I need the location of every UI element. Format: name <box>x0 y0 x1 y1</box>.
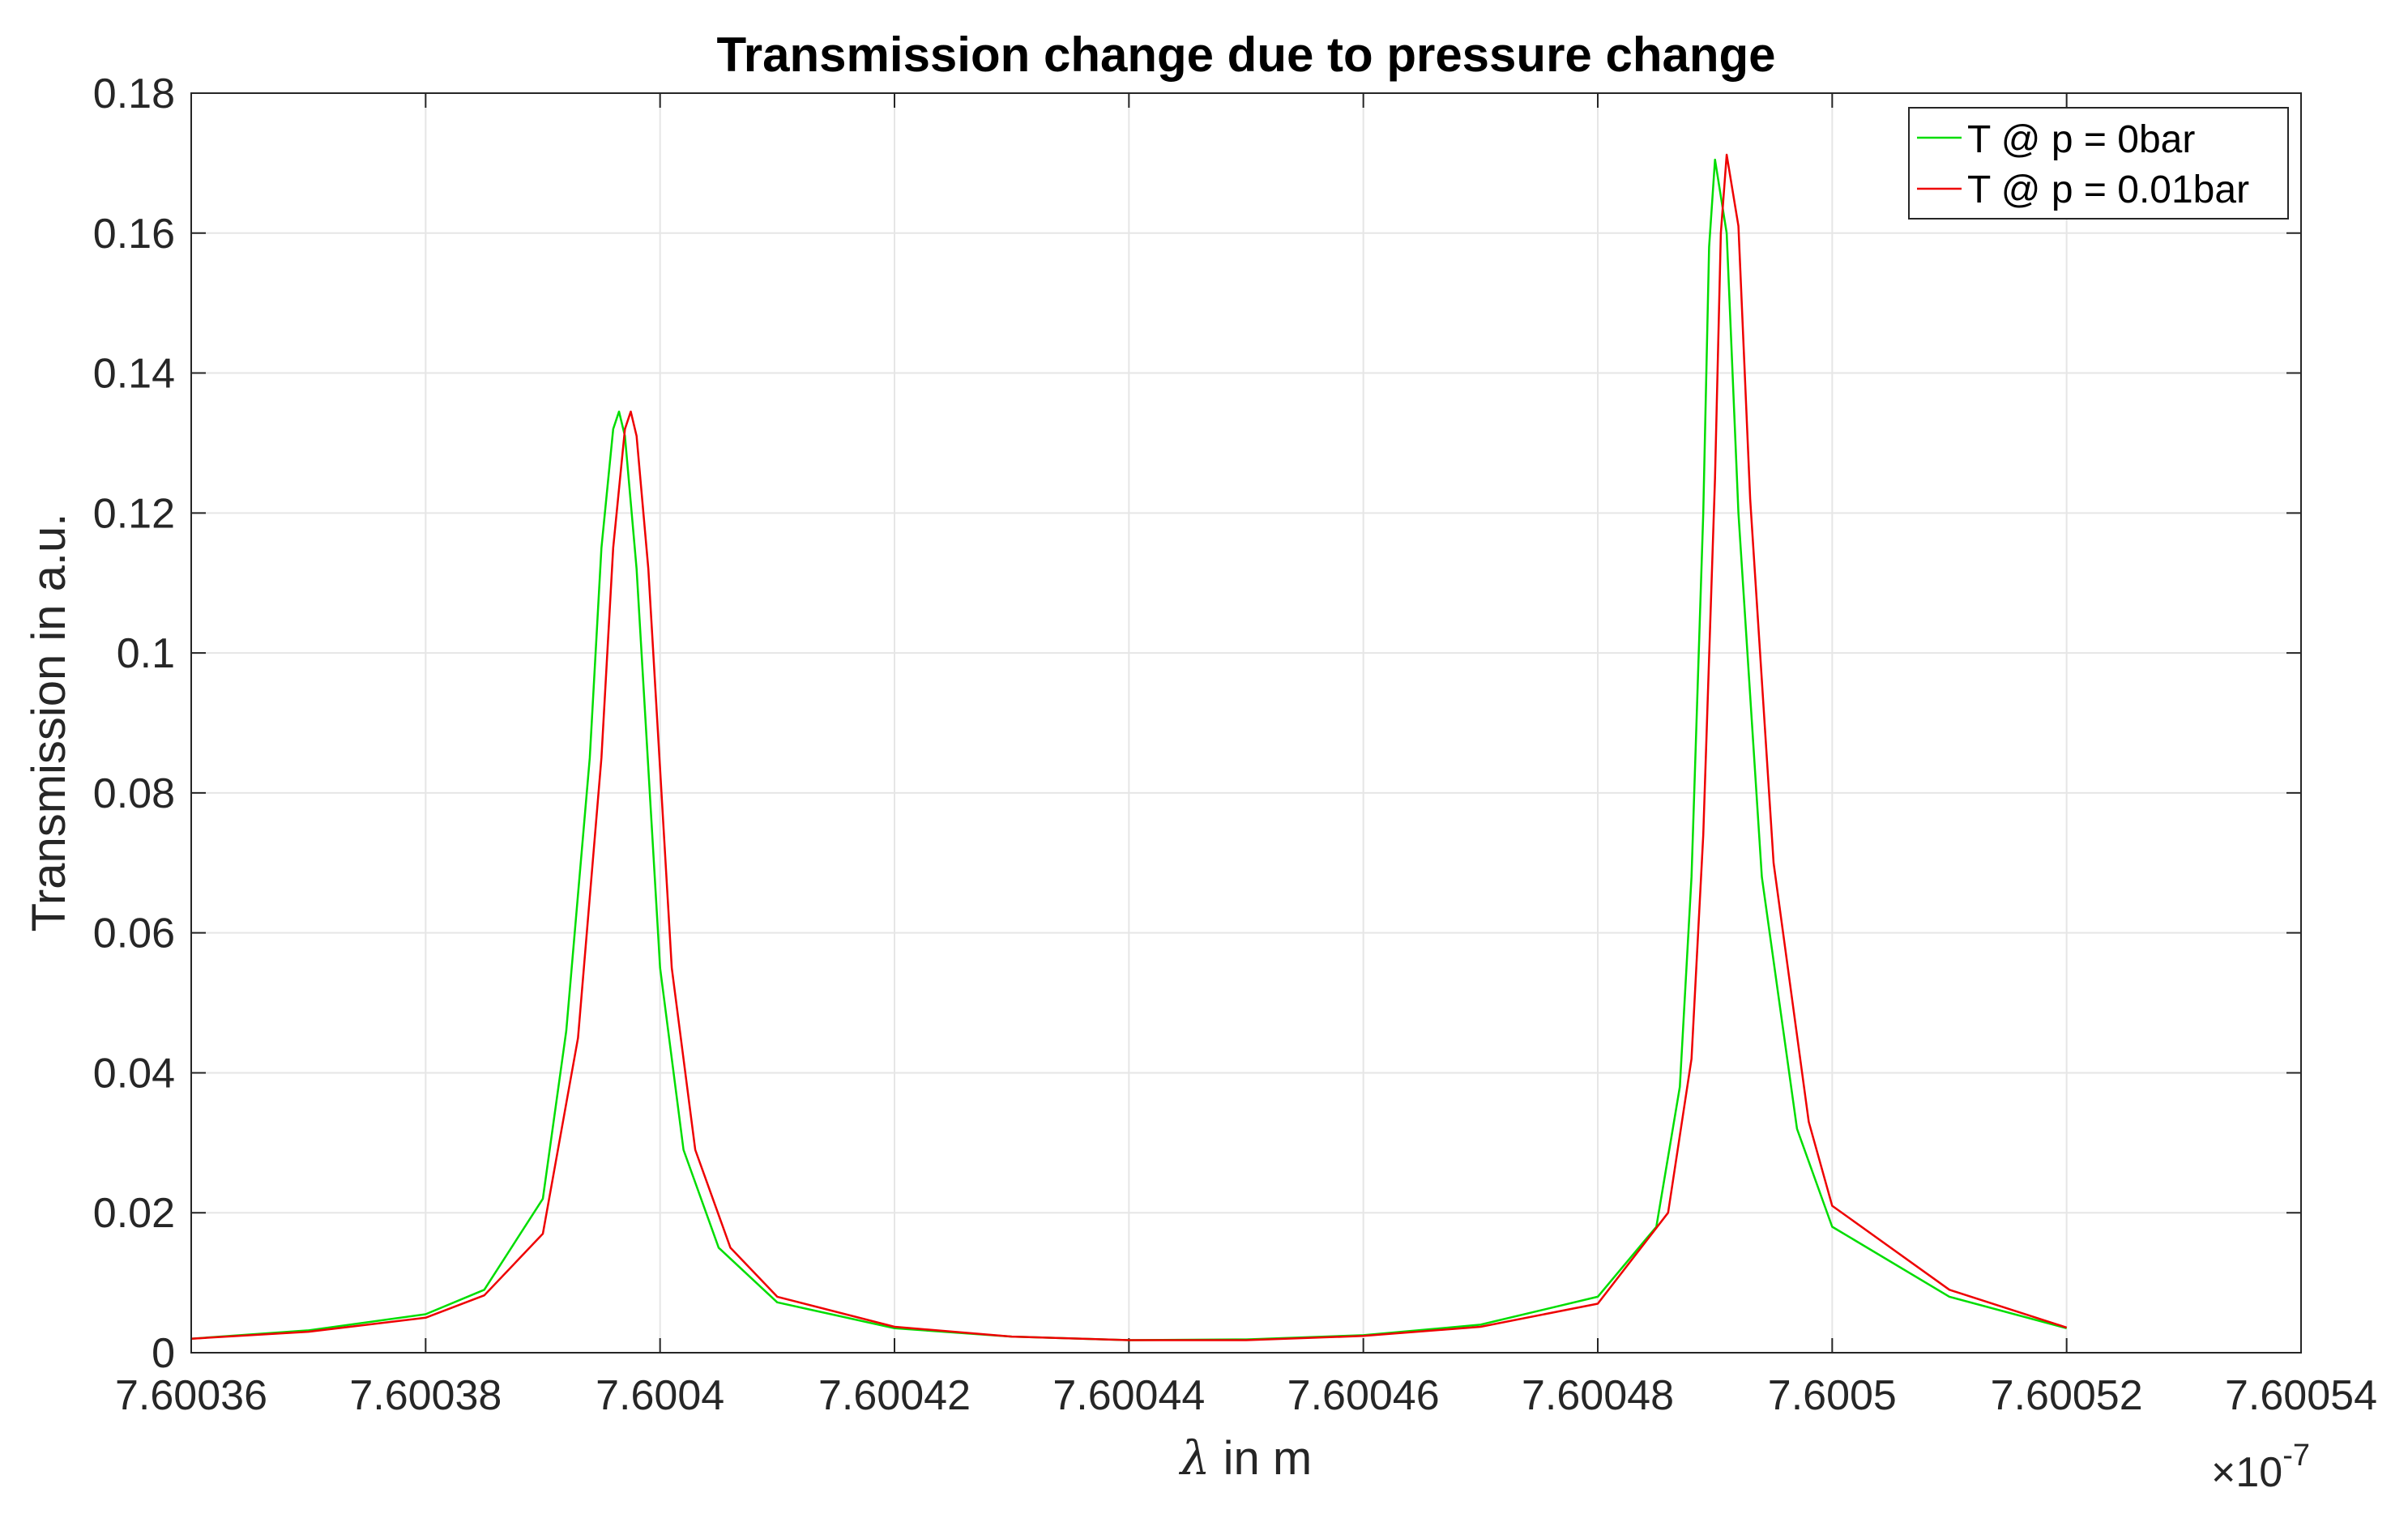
legend-entry-series-0: T @ p = 0bar <box>1967 118 2195 161</box>
x-tick-label: 7.6005 <box>1768 1372 1897 1419</box>
series-line-1 <box>190 153 2068 1341</box>
x-tick-label: 7.60036 <box>115 1372 267 1419</box>
x-axis-exponent: ×10-7 <box>2211 1439 2310 1496</box>
y-tick-labels: 0 0.02 0.04 0.06 0.08 0.1 0.12 0.14 0.16 0.18 <box>93 70 175 1377</box>
x-tick-label: 7.60042 <box>818 1372 971 1419</box>
x-tick-labels: 7.60036 7.60038 7.6004 7.60042 7.60044 7.6004… <box>115 1372 2377 1419</box>
x-axis-exponent-base: ×10 <box>2211 1449 2282 1496</box>
y-tick-label: 0 <box>152 1330 175 1377</box>
x-tick-label: 7.60044 <box>1052 1372 1205 1419</box>
series-lines <box>190 153 2068 1341</box>
plot-frame <box>190 92 2302 1354</box>
y-tick-label: 0.06 <box>93 910 175 957</box>
chart-title: Transmission change due to pressure chan… <box>716 28 1775 82</box>
x-axis-label: λ in m <box>1179 1430 1312 1486</box>
y-tick-label: 0.1 <box>117 630 175 677</box>
x-tick-label: 7.60038 <box>349 1372 502 1419</box>
x-tick-label: 7.60054 <box>2225 1372 2377 1419</box>
x-tick-label: 7.60052 <box>1991 1372 2143 1419</box>
x-tick-label: 7.60046 <box>1287 1372 1440 1419</box>
y-axis-label: Transmission in a.u. <box>23 514 75 932</box>
x-axis-label-text: in m <box>1210 1432 1313 1485</box>
legend[interactable]: T @ p = 0bar T @ p = 0.01bar <box>1908 107 2289 220</box>
y-tick-label: 0.18 <box>93 70 175 117</box>
legend-box <box>1908 107 2289 220</box>
x-tick-label: 7.60048 <box>1522 1372 1674 1419</box>
plot-area <box>191 93 2301 1353</box>
y-tick-label: 0.08 <box>93 770 175 817</box>
x-axis-label-symbol: λ <box>1179 1430 1210 1486</box>
y-tick-label: 0.02 <box>93 1190 175 1237</box>
y-tick-label: 0.16 <box>93 211 175 258</box>
y-tick-label: 0.12 <box>93 490 175 537</box>
y-tick-label: 0.14 <box>93 351 175 398</box>
x-tick-label: 7.6004 <box>596 1372 724 1419</box>
x-axis-exponent-power: -7 <box>2282 1439 2310 1473</box>
y-tick-label: 0.04 <box>93 1050 175 1097</box>
legend-entry-series-1: T @ p = 0.01bar <box>1967 168 2249 211</box>
